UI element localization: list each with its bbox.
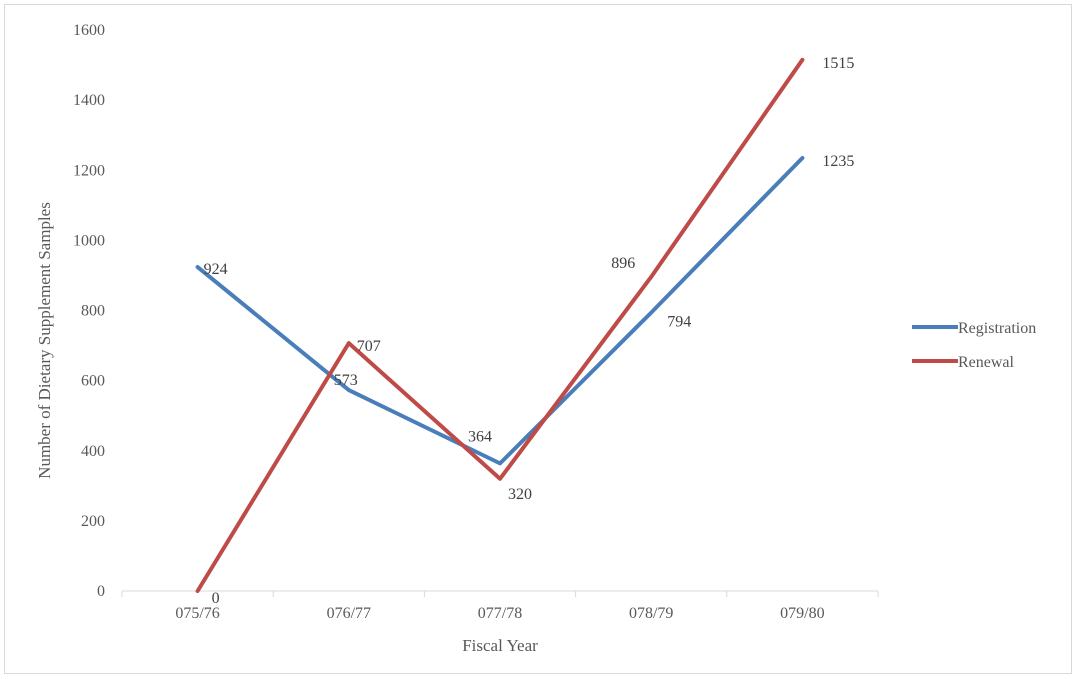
data-label-renewal: 1515 — [822, 55, 854, 72]
data-label-renewal: 320 — [508, 486, 532, 503]
y-tick-label: 0 — [97, 583, 105, 600]
data-labels: 924 573 364 794 1235 0 707 320 896 1515 — [204, 55, 855, 607]
x-axis-title: Fiscal Year — [462, 636, 538, 655]
x-tick-label: 076/77 — [327, 605, 371, 622]
y-tick-label: 1200 — [73, 162, 105, 179]
legend-label-registration: Registration — [958, 320, 1036, 337]
data-label-registration: 573 — [334, 372, 358, 389]
data-label-registration: 794 — [667, 314, 691, 331]
y-tick-label: 400 — [81, 443, 105, 460]
data-label-renewal: 707 — [357, 338, 381, 355]
series-line-registration — [195, 155, 805, 466]
x-axis: 075/76 076/77 077/78 078/79 079/80 — [121, 590, 879, 622]
y-tick-label: 1600 — [73, 22, 105, 39]
y-tick-label: 1400 — [73, 92, 105, 109]
x-tick-label: 075/76 — [175, 605, 219, 622]
data-label-registration: 924 — [204, 261, 228, 278]
legend: Registration Renewal — [912, 320, 1036, 371]
chart-frame — [4, 4, 1072, 674]
data-label-registration: 364 — [468, 428, 492, 445]
y-axis-title: Number of Dietary Supplement Samples — [35, 202, 54, 479]
series-lines — [195, 57, 805, 593]
x-tick-label: 077/78 — [478, 605, 522, 622]
x-tick-label: 079/80 — [780, 605, 824, 622]
y-tick-label: 600 — [81, 373, 105, 390]
data-label-registration: 1235 — [822, 153, 854, 170]
data-label-renewal: 896 — [611, 255, 635, 272]
data-label-renewal: 0 — [212, 590, 220, 607]
x-tick-label: 078/79 — [629, 605, 673, 622]
y-tick-label: 1000 — [73, 232, 105, 249]
y-axis: 0 200 400 600 800 1000 1200 1400 1600 — [73, 22, 105, 600]
y-tick-label: 200 — [81, 513, 105, 530]
series-line-renewal — [195, 57, 805, 593]
y-tick-label: 800 — [81, 303, 105, 320]
legend-label-renewal: Renewal — [958, 354, 1015, 371]
